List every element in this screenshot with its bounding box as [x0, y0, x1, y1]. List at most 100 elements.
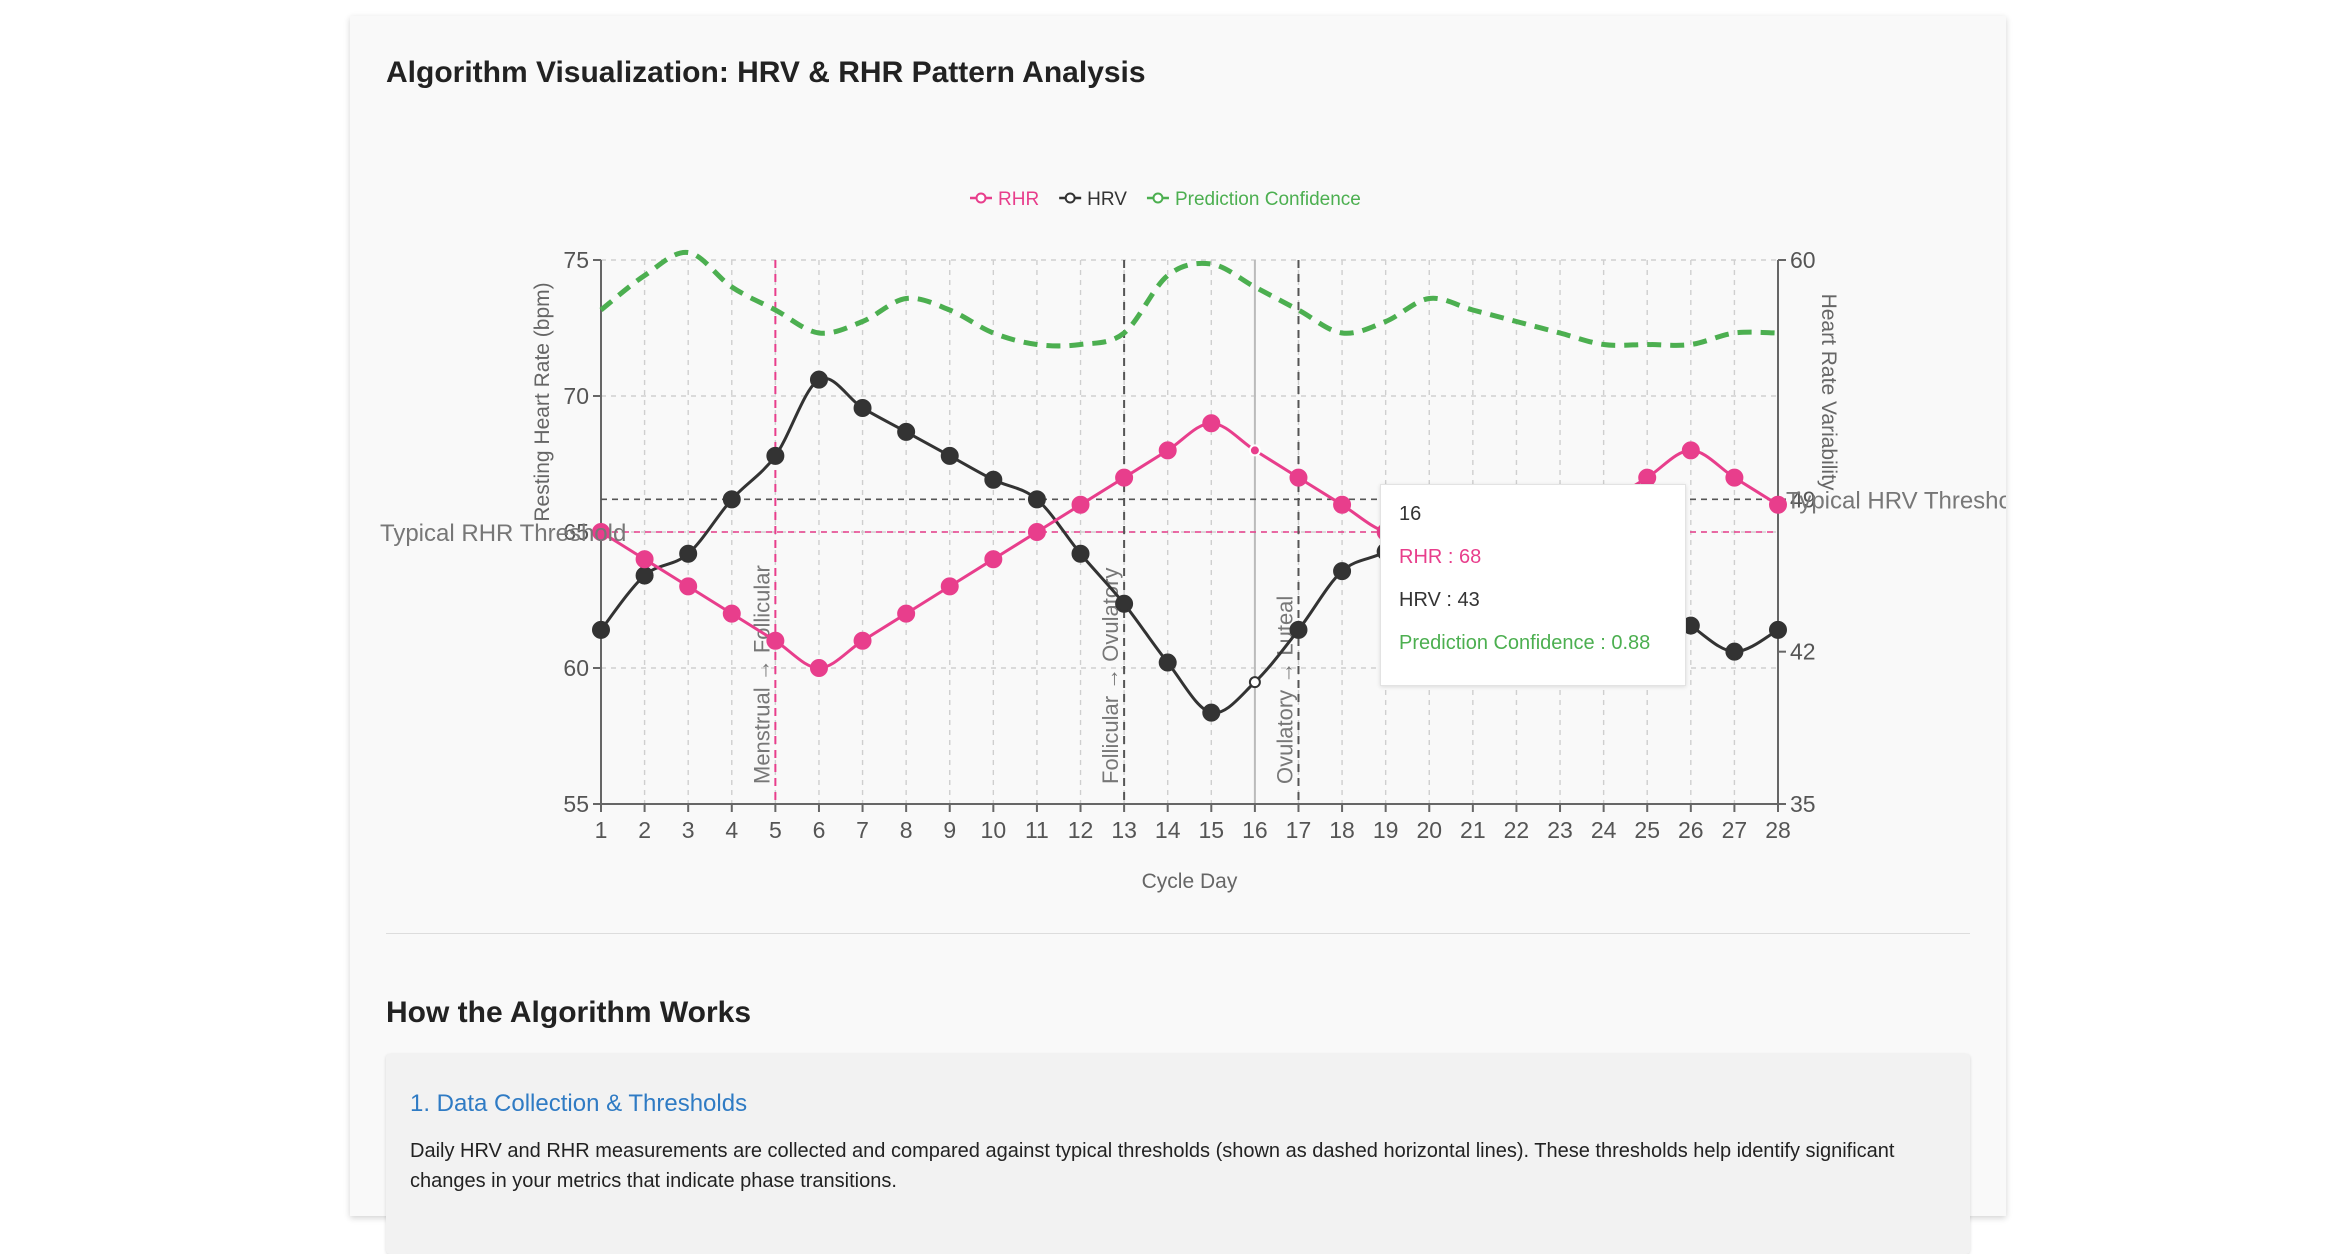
legend-swatch-icon [1064, 192, 1076, 204]
rhr-point [809, 659, 828, 677]
x-tick-label: 1 [595, 817, 608, 843]
x-tick-label: 9 [943, 817, 956, 843]
chart-tooltip: 16 RHR : 68 HRV : 43 Prediction Confiden… [1380, 484, 1686, 686]
y-tick-label-left: 65 [563, 519, 589, 545]
hrv-point [940, 446, 959, 465]
hrv-point [1725, 642, 1744, 661]
section-divider [386, 933, 1970, 934]
rhr-point [1158, 441, 1177, 460]
hrv-point [853, 398, 872, 417]
x-tick-label: 26 [1678, 817, 1704, 843]
rhr-point [897, 604, 916, 623]
chart-card: Algorithm Visualization: HRV & RHR Patte… [350, 16, 2006, 1254]
legend-item-2: Prediction Confidence [1175, 189, 1361, 210]
rhr-point [722, 604, 741, 623]
x-tick-label: 3 [682, 817, 695, 843]
y-axis-title-left: Resting Heart Rate (bpm) [531, 282, 554, 521]
hrv-point [722, 490, 741, 509]
tooltip-day: 16 [1399, 503, 1422, 525]
y-axis-title-right: Heart Rate Variability [1817, 294, 1840, 491]
phase-marker-label: Menstrual → Follicular [749, 565, 774, 784]
y-tick-label-left: 75 [563, 247, 589, 273]
hrv-point [1115, 594, 1134, 613]
y-tick-label-right: 49 [1790, 486, 1816, 512]
tooltip-hrv: HRV : 43 [1399, 589, 1480, 611]
x-tick-label: 2 [638, 817, 651, 843]
step-card: 1. Data Collection & Thresholds Daily HR… [386, 1054, 1970, 1254]
hrv-point [592, 620, 610, 639]
x-tick-label: 14 [1155, 817, 1181, 843]
rhr-point [766, 631, 785, 650]
hrv-point [1289, 620, 1308, 639]
x-tick-label: 7 [856, 817, 869, 843]
hrv-point [897, 422, 916, 441]
x-tick-label: 21 [1460, 817, 1486, 843]
hrv-point [1027, 490, 1046, 509]
rhr-point [1289, 468, 1308, 487]
hrv-point [1333, 562, 1352, 581]
x-tick-label: 8 [900, 817, 913, 843]
rhr-point [1202, 414, 1221, 433]
x-tick-label: 25 [1634, 817, 1660, 843]
rhr-point [1681, 441, 1700, 460]
rhr-point [1769, 495, 1787, 514]
rhr-point [1333, 495, 1352, 514]
hrv-point [1248, 676, 1261, 689]
hrv-point [1202, 703, 1221, 722]
rhr-threshold-label: Typical RHR Threshold [380, 520, 626, 547]
section-title: How the Algorithm Works [386, 996, 752, 1029]
x-tick-label: 13 [1111, 817, 1137, 843]
hrv-point [679, 544, 698, 563]
rhr-point [984, 550, 1003, 569]
card-title: Algorithm Visualization: HRV & RHR Patte… [386, 56, 1146, 89]
confidence-line [599, 249, 1779, 349]
legend-swatch-icon [975, 192, 987, 204]
x-tick-label: 24 [1591, 817, 1617, 843]
legend-item-0: RHR [998, 189, 1039, 210]
rhr-point [1027, 523, 1046, 541]
x-tick-label: 16 [1242, 817, 1268, 843]
y-tick-label-right: 42 [1790, 639, 1816, 665]
legend-swatch-icon [1152, 192, 1164, 204]
hrv-point [984, 470, 1003, 489]
x-tick-label: 5 [769, 817, 782, 843]
x-tick-label: 20 [1416, 817, 1442, 843]
x-tick-label: 11 [1025, 817, 1049, 843]
x-tick-label: 4 [725, 817, 738, 843]
tooltip-confidence: Prediction Confidence : 0.88 [1399, 632, 1651, 654]
rhr-point [679, 577, 698, 596]
hrv-point [635, 566, 654, 585]
hrv-point [809, 370, 828, 389]
x-tick-label: 6 [813, 817, 826, 843]
y-tick-label-right: 60 [1790, 247, 1816, 273]
x-tick-label: 28 [1765, 817, 1791, 843]
rhr-point [592, 523, 610, 541]
y-tick-label-left: 55 [563, 791, 589, 817]
x-tick-label: 15 [1198, 817, 1224, 843]
hrv-point [766, 446, 785, 465]
y-tick-label-left: 60 [563, 655, 589, 681]
x-axis-title: Cycle Day [1142, 870, 1238, 893]
rhr-point [1725, 468, 1744, 487]
hrv-point [1158, 653, 1177, 672]
hrv-point [1769, 620, 1787, 639]
x-tick-label: 23 [1547, 817, 1573, 843]
x-tick-label: 18 [1329, 817, 1355, 843]
y-tick-label-left: 70 [563, 383, 589, 409]
rhr-point [940, 577, 959, 596]
hrv-rhr-chart: 1 2 3 4 5 6 7 8 9 10 11 12 13 14 15 16 17 18 19 20 21 22 23 24 2… [380, 189, 2006, 893]
rhr-point [1115, 468, 1134, 487]
rhr-point [1248, 444, 1261, 457]
hrv-point [1071, 544, 1090, 563]
legend-item-1: HRV [1087, 189, 1127, 210]
hrv-threshold-label: Typical HRV Threshold [1786, 487, 2006, 514]
y-tick-label-right: 35 [1790, 791, 1816, 817]
x-tick-label: 17 [1286, 817, 1312, 843]
x-tick-label: 10 [981, 817, 1007, 843]
tooltip-rhr: RHR : 68 [1399, 546, 1482, 568]
x-tick-label: 12 [1068, 817, 1094, 843]
step-text: Daily HRV and RHR measurements are colle… [410, 1140, 1895, 1192]
rhr-point [635, 550, 654, 569]
x-tick-label: 19 [1373, 817, 1399, 843]
x-tick-label: 22 [1504, 817, 1530, 843]
